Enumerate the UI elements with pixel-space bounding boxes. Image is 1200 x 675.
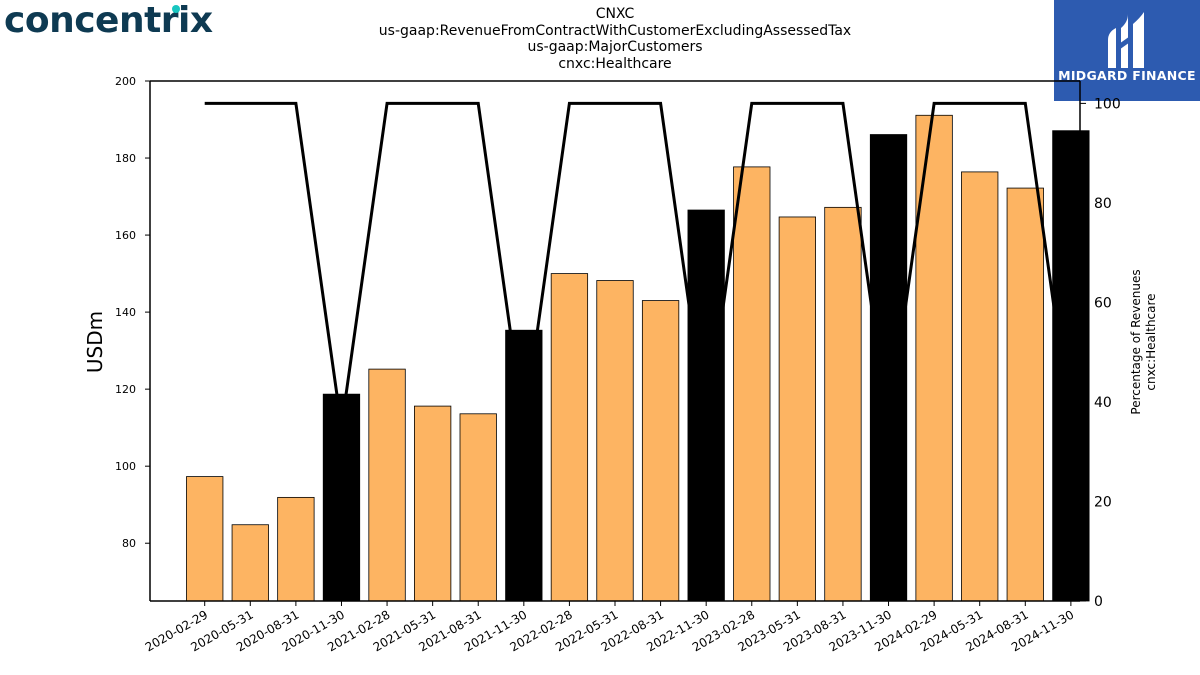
- y-tick-label-120: 120: [115, 383, 136, 396]
- brand-dot: [172, 5, 180, 13]
- y-tick-label-200: 200: [115, 75, 136, 88]
- bar-2023-05-31: [778, 216, 816, 602]
- bar-2020-05-31: [231, 524, 269, 602]
- title-line-1: CNXC: [595, 6, 635, 22]
- y-right-tick-label-60: 60: [1094, 295, 1112, 311]
- bar-2022-11-30: [687, 209, 725, 602]
- title-line-4: cnxc:Healthcare: [558, 55, 672, 72]
- y-right-tick-label-80: 80: [1094, 196, 1112, 212]
- brand-logo: concentrix: [4, 0, 213, 41]
- bar-2021-05-31: [414, 405, 452, 602]
- y-axis-label: USDm: [83, 311, 107, 373]
- bar-2023-08-31: [824, 206, 862, 602]
- y-tick-label-80: 80: [122, 537, 136, 550]
- y-tick-label-180: 180: [115, 152, 136, 165]
- midgard-mark-icon: [1108, 12, 1144, 68]
- midgard-finance-logo: MIDGARD FINANCE: [1054, 0, 1200, 101]
- percentage-line: [204, 101, 1073, 428]
- bars-group: [186, 114, 1090, 602]
- title-line-3: us-gaap:MajorCustomers: [527, 39, 703, 55]
- y-axis-right-label-2: cnxc:Healthcare: [1144, 293, 1158, 390]
- y-tick-label-140: 140: [115, 306, 136, 319]
- bar-2021-02-28: [368, 368, 406, 602]
- y-right-tick-label-100: 100: [1094, 96, 1121, 112]
- y-tick-label-100: 100: [115, 460, 136, 473]
- bar-2024-08-31: [1006, 187, 1044, 602]
- bar-2022-02-28: [550, 273, 589, 602]
- y-right-tick-label-20: 20: [1094, 494, 1112, 510]
- title-line-2: us-gaap:RevenueFromContractWithCustomerE…: [378, 22, 852, 39]
- line-layer: [204, 101, 1073, 428]
- bar-2021-08-31: [459, 413, 497, 602]
- bar-2020-02-29: [186, 476, 224, 602]
- axis-labels: USDm Percentage of Revenues cnxc:Healthc…: [83, 269, 1158, 414]
- chart-title: CNXC us-gaap:RevenueFromContractWithCust…: [315, 6, 915, 72]
- bar-2022-05-31: [596, 280, 634, 602]
- bar-2020-08-31: [277, 496, 315, 602]
- y-right-tick-label-40: 40: [1094, 395, 1112, 411]
- y-tick-label-160: 160: [115, 229, 136, 242]
- bar-2022-08-31: [641, 300, 680, 602]
- y-axis-right-label-1: Percentage of Revenues: [1129, 269, 1143, 414]
- bar-2023-02-28: [733, 166, 771, 602]
- logo-name: MIDGARD FINANCE: [1058, 68, 1196, 83]
- bar-2024-05-31: [961, 171, 999, 602]
- bar-2023-11-30: [869, 134, 908, 602]
- bar-2024-11-30: [1052, 130, 1090, 602]
- y-right-tick-label-0: 0: [1094, 594, 1103, 610]
- bar-2021-11-30: [505, 329, 543, 602]
- bar-2020-11-30: [322, 393, 361, 602]
